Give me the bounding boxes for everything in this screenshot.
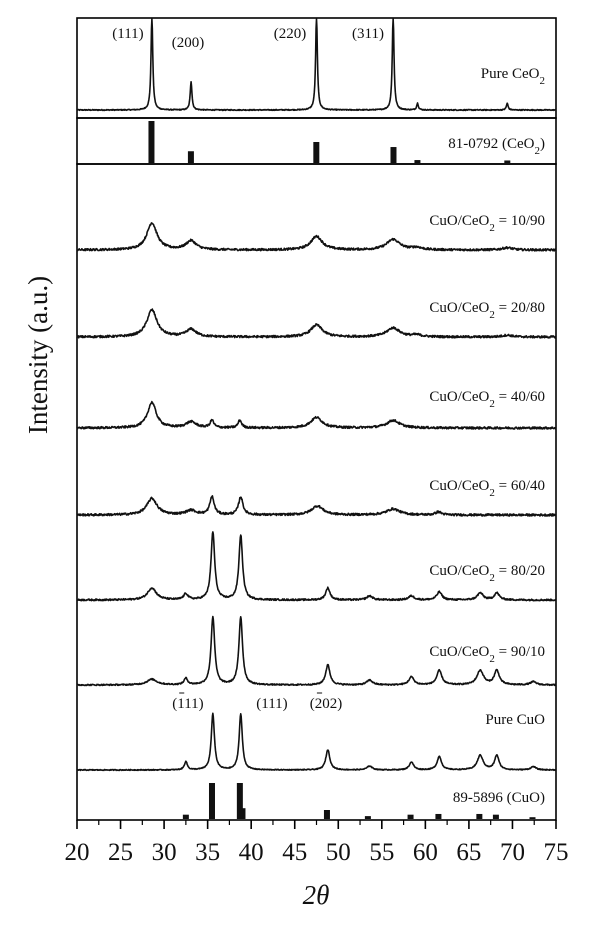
curve-line [76, 222, 557, 252]
curve-label: CuO/CeO2 = 40/60 [429, 389, 545, 410]
peak-label: (111) [256, 696, 287, 712]
reference-line [239, 808, 246, 819]
curve-line [76, 712, 557, 772]
reference-line [529, 817, 536, 819]
peak-label: (111) [112, 26, 143, 42]
x-tick-label: 60 [413, 839, 438, 866]
reference-line [323, 810, 330, 819]
curve-label: Pure CeO2 [481, 66, 545, 87]
curve-line [76, 18, 557, 112]
curve-label: Pure CuO [485, 712, 545, 728]
reference-label: 89-5896 (CuO) [453, 790, 545, 806]
peak-label: (311) [352, 26, 384, 42]
x-tick-label: 30 [152, 839, 177, 866]
curve-label: CuO/CeO2 = 90/10 [429, 644, 545, 665]
x-tick-label: 20 [65, 839, 90, 866]
x-tick-label: 45 [282, 839, 307, 866]
curve-line [76, 615, 557, 687]
y-axis-title: Intensity (a.u.) [23, 276, 53, 434]
reference-line [492, 814, 499, 819]
x-tick-label: 35 [195, 839, 220, 866]
x-tick-label: 50 [326, 839, 351, 866]
reference-label: 81-0792 (CeO2) [448, 136, 545, 157]
curve-label: CuO/CeO2 = 60/40 [429, 478, 545, 499]
x-tick-label: 40 [239, 839, 264, 866]
x-axis: 20 25 30 35 40 45 50 55 60 65 70 75 [65, 820, 569, 866]
curve-line [76, 400, 557, 430]
curve-line [76, 531, 557, 602]
peak-label: (200) [172, 35, 205, 51]
x-tick-label: 75 [544, 839, 569, 866]
curve-line [76, 495, 557, 517]
x-tick-label: 65 [456, 839, 481, 866]
reference-line [435, 813, 442, 819]
x-axis-title: 2θ [303, 880, 330, 910]
reference-line [148, 121, 155, 163]
peak-label: (220) [274, 26, 307, 42]
reference-patterns [148, 121, 536, 819]
curve-label: CuO/CeO2 = 10/90 [429, 213, 545, 234]
peak-label: (111) [172, 696, 203, 712]
reference-line [407, 814, 414, 819]
x-tick-label: 55 [369, 839, 394, 866]
reference-line [504, 160, 511, 163]
diffraction-curves [76, 18, 557, 772]
reference-line [187, 151, 194, 163]
x-tick-label: 70 [500, 839, 525, 866]
reference-line [476, 813, 483, 819]
reference-line [182, 814, 189, 819]
reference-line [414, 160, 421, 163]
curve-label: CuO/CeO2 = 20/80 [429, 300, 545, 321]
peak-label: (202) [310, 696, 343, 712]
reference-line [313, 142, 320, 163]
x-tick-label: 25 [108, 839, 133, 866]
reference-line [208, 783, 215, 819]
curve-label: CuO/CeO2 = 80/20 [429, 563, 545, 584]
reference-line [236, 783, 243, 819]
curve-labels: Pure CeO2 CuO/CeO2 = 10/90 CuO/CeO2 = 20/8… [112, 26, 545, 806]
curve-line [76, 308, 557, 339]
reference-line [390, 147, 397, 163]
reference-line [364, 816, 371, 819]
